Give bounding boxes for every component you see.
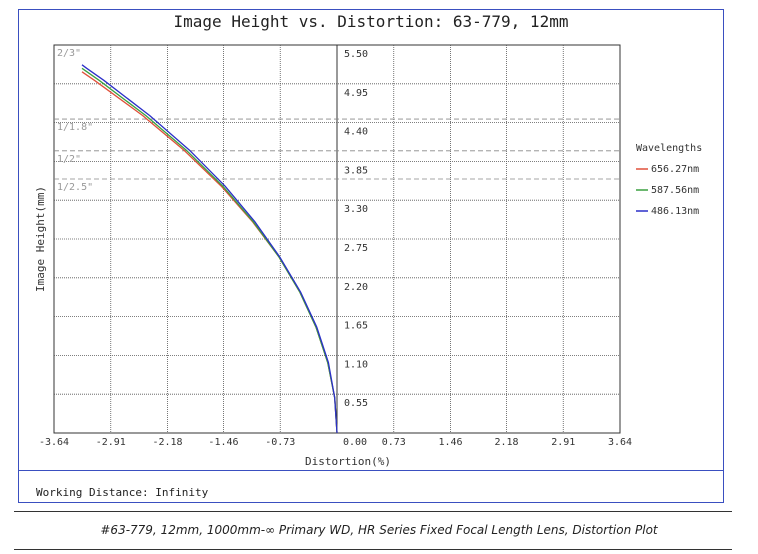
grid [53,44,621,434]
y-tick-label: 0.55 [344,398,368,409]
y-tick-label: 2.20 [344,282,368,293]
y-tick-label: 1.65 [344,321,368,332]
y-tick-label: 5.50 [344,49,368,60]
x-tick-label: -3.64 [39,437,69,448]
sensor-label: 1/2.5" [57,182,93,193]
x-tick-label: 0.00 [343,437,367,448]
x-tick-label: -1.46 [208,437,238,448]
x-tick-label: 3.64 [608,437,632,448]
sensor-label: 2/3" [57,48,81,59]
x-tick-label: 2.91 [551,437,575,448]
y-tick-label: 4.95 [344,88,368,99]
x-tick-label: -2.18 [152,437,182,448]
legend: Wavelengths 656.27nm 587.56nm 486.13nm [636,143,702,217]
frame-divider [18,470,724,471]
y-tick-label: 3.85 [344,165,368,176]
x-tick-label: 1.46 [438,437,462,448]
chart-title: Image Height vs. Distortion: 63-779, 12m… [173,12,569,31]
caption-rule-bottom [14,549,732,550]
y-tick-label: 1.10 [344,359,368,370]
y-tick-label: 3.30 [344,204,368,215]
series-line-656.27nm [81,71,338,434]
legend-title: Wavelengths [636,143,702,154]
y-tick-label: 4.40 [344,127,368,138]
x-axis-label: Distortion(%) [305,455,391,468]
legend-label: 486.13nm [651,206,699,217]
caption-rule-top [14,511,732,512]
y-axis-label: Image Height(mm) [34,186,47,292]
working-distance-text: Working Distance: Infinity [36,486,209,499]
chart-frame [18,9,724,503]
data-series [81,64,338,434]
distortion-chart: 2/3" 1/1.8" 1/2" 1/2.5" -3.64 -2.91 -2.18 -1.4… [34,44,702,468]
sensor-label: 1/1.8" [57,122,93,133]
sensor-size-markers: 2/3" 1/1.8" 1/2" 1/2.5" [54,48,620,193]
legend-label: 656.27nm [651,164,699,175]
figure-caption: #63-779, 12mm, 1000mm-∞ Primary WD, HR S… [100,523,658,537]
x-tick-label: 2.18 [494,437,518,448]
y-tick-label: 2.75 [344,243,368,254]
sensor-label: 1/2" [57,154,81,165]
series-line-486.13nm [81,64,338,434]
x-tick-label: -2.91 [96,437,126,448]
x-tick-label: -0.73 [265,437,295,448]
tick-labels: -3.64 -2.91 -2.18 -1.46 -0.73 0.00 0.73 1.46 2.1… [39,49,632,448]
x-tick-label: 0.73 [382,437,406,448]
series-line-587.56nm [81,67,338,434]
legend-label: 587.56nm [651,185,699,196]
